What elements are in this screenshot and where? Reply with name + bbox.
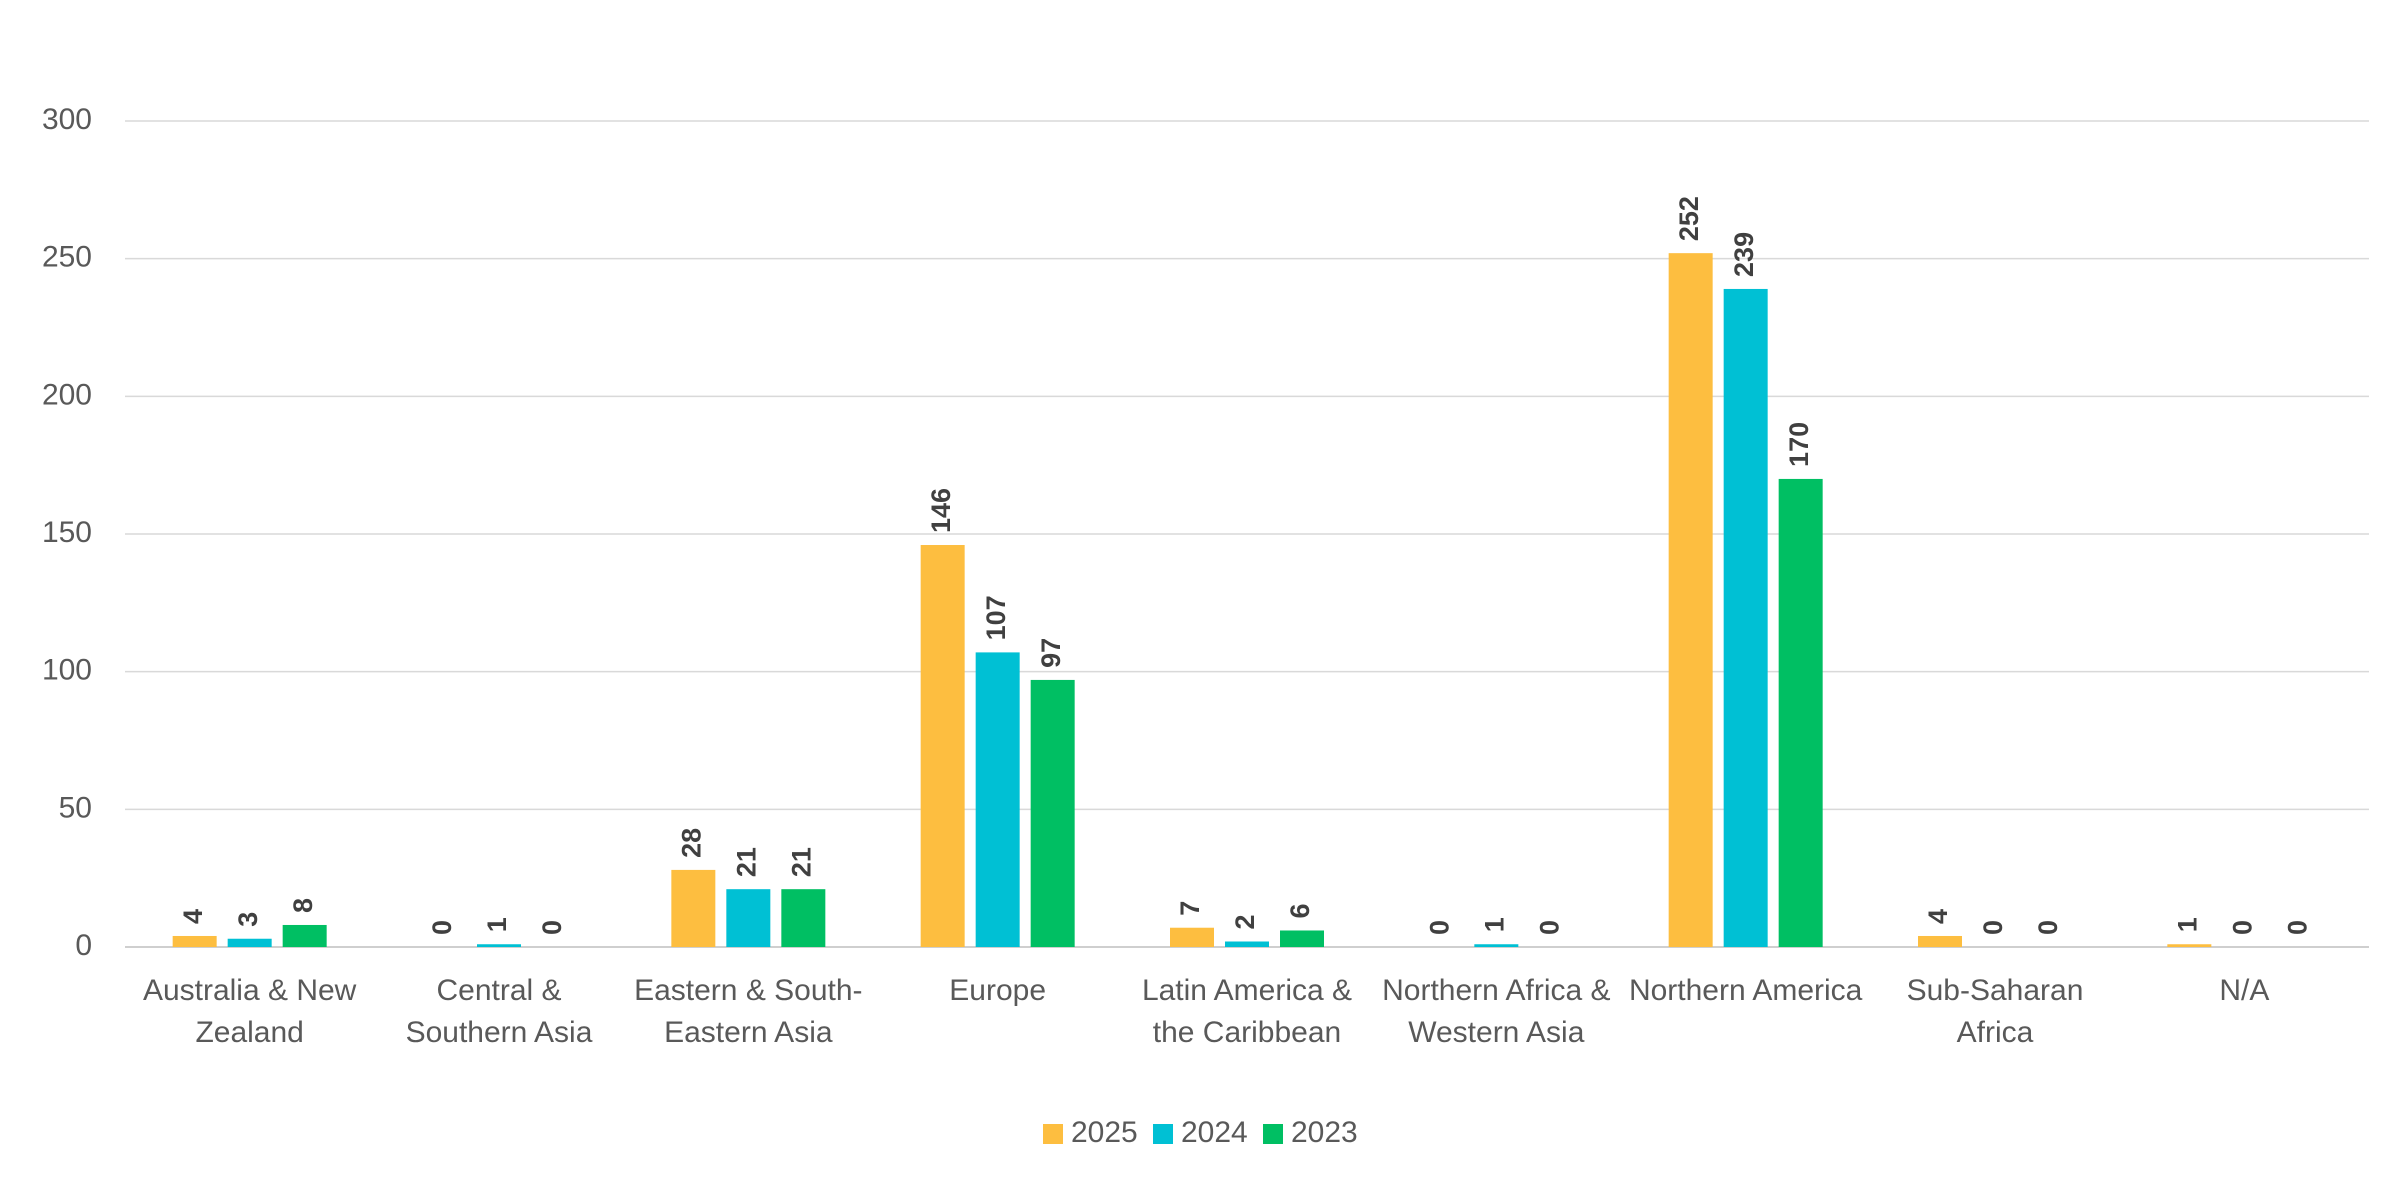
bar <box>1280 930 1324 947</box>
bar <box>1918 935 1962 947</box>
legend-swatch <box>1043 1124 1063 1144</box>
bar <box>282 924 327 947</box>
bar <box>781 889 826 947</box>
bar <box>671 869 716 947</box>
data-label: 0 <box>1534 920 1564 935</box>
bar <box>1723 288 1768 947</box>
bar <box>1030 679 1075 947</box>
data-label: 0 <box>2282 920 2312 935</box>
bar <box>1778 478 1823 947</box>
data-label: 0 <box>2227 920 2257 935</box>
legend-swatch <box>1263 1124 1283 1144</box>
bar <box>1474 944 1519 947</box>
data-label: 4 <box>178 909 208 924</box>
data-label: 28 <box>676 828 706 858</box>
y-tick-label: 100 <box>42 654 92 687</box>
x-tick-label: N/A <box>2219 974 2270 1007</box>
data-label: 252 <box>1674 196 1704 241</box>
data-label: 7 <box>1175 901 1205 916</box>
data-label: 3 <box>233 912 263 927</box>
bar <box>726 889 771 947</box>
y-tick-label: 0 <box>75 929 92 962</box>
bar <box>1170 927 1214 947</box>
data-label: 1 <box>482 917 512 932</box>
bar <box>2167 944 2212 947</box>
bar <box>975 652 1020 947</box>
y-tick-label: 200 <box>42 378 92 411</box>
legend-label: 2025 <box>1071 1116 1138 1149</box>
data-label: 97 <box>1036 638 1066 668</box>
data-label: 2 <box>1230 914 1260 929</box>
legend-swatch <box>1153 1124 1173 1144</box>
bar <box>1225 941 1269 947</box>
bar <box>477 944 521 947</box>
data-label: 107 <box>981 595 1011 640</box>
data-label: 0 <box>2033 920 2063 935</box>
data-label: 21 <box>731 847 761 877</box>
x-tick-label: Australia & New Zealand <box>142 974 357 1049</box>
legend-label: 2024 <box>1181 1116 1248 1149</box>
data-label: 0 <box>1978 920 2008 935</box>
data-label: 146 <box>926 488 956 533</box>
y-tick-label: 150 <box>42 516 92 549</box>
x-tick-label: Central & Southern Asia <box>405 974 593 1049</box>
x-tick-label: Latin America & the Caribbean <box>1141 974 1353 1049</box>
x-tick-label: Europe <box>949 974 1047 1007</box>
data-label: 170 <box>1784 422 1814 467</box>
bar <box>920 545 965 947</box>
bar <box>172 935 217 947</box>
x-tick-label: Sub-Saharan Africa <box>1906 974 2084 1049</box>
bar <box>227 938 272 947</box>
data-label: 0 <box>1424 920 1454 935</box>
y-tick-label: 300 <box>42 103 92 136</box>
x-tick-label: Eastern & South-Eastern Asia <box>634 974 863 1049</box>
data-label: 0 <box>427 920 457 935</box>
legend-label: 2023 <box>1291 1116 1358 1149</box>
data-label: 8 <box>288 898 318 913</box>
data-label: 0 <box>537 920 567 935</box>
x-tick-label: Northern Africa & Western Asia <box>1382 974 1611 1049</box>
x-tick-label: Northern America <box>1628 974 1863 1007</box>
data-label: 21 <box>786 847 816 877</box>
bar <box>1668 253 1713 947</box>
data-label: 6 <box>1285 903 1315 918</box>
y-tick-label: 250 <box>42 241 92 274</box>
y-tick-label: 50 <box>59 791 92 824</box>
data-label: 4 <box>1923 909 1953 924</box>
data-label: 1 <box>2172 917 2202 932</box>
data-label: 1 <box>1479 917 1509 932</box>
data-label: 239 <box>1729 232 1759 277</box>
